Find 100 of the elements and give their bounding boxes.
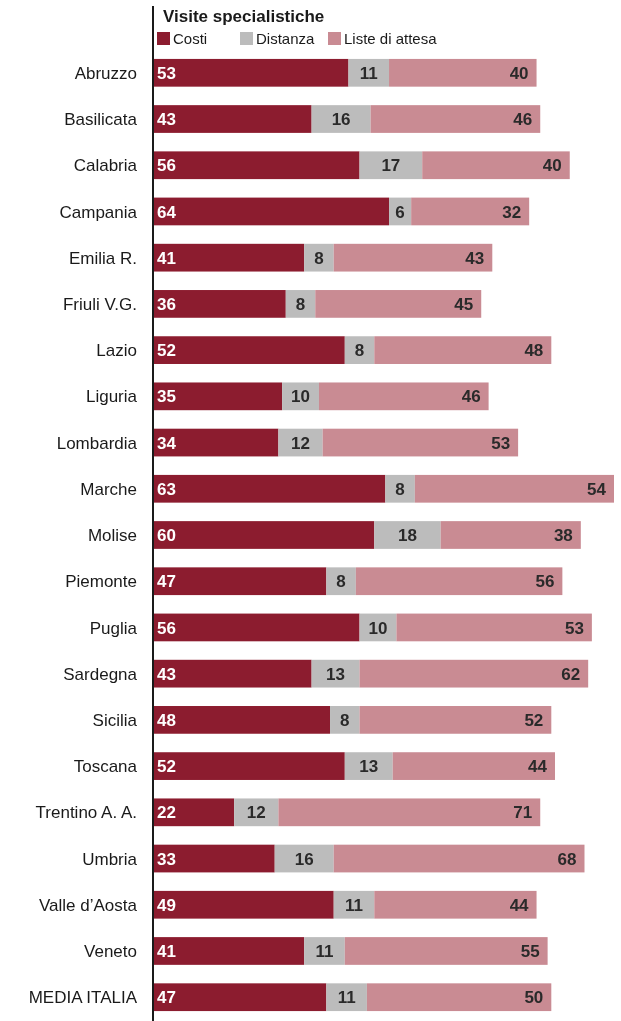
y-tick-label: Toscana xyxy=(73,757,138,777)
data-label: 46 xyxy=(513,110,533,130)
bar xyxy=(153,844,275,873)
data-label: 22 xyxy=(157,803,176,823)
y-tick-label: Sicilia xyxy=(92,711,138,730)
bar xyxy=(153,105,312,133)
data-label: 16 xyxy=(331,110,351,130)
bar xyxy=(153,521,375,549)
data-label: 44 xyxy=(509,895,530,915)
data-label: 62 xyxy=(561,664,581,684)
data-label: 50 xyxy=(524,988,544,1008)
data-label: 54 xyxy=(587,479,607,499)
data-label: 8 xyxy=(395,479,405,499)
data-label: 45 xyxy=(454,295,474,315)
bar xyxy=(344,937,548,965)
bar xyxy=(322,428,519,457)
bar xyxy=(153,567,327,596)
data-label: 11 xyxy=(345,895,363,915)
data-label: 8 xyxy=(295,295,306,315)
chart-title: Visite specialistiche xyxy=(163,7,325,26)
data-label: 12 xyxy=(246,803,266,823)
bar xyxy=(311,659,360,688)
bar xyxy=(348,58,390,87)
data-label: 46 xyxy=(461,387,481,407)
bar xyxy=(153,290,286,318)
bar xyxy=(440,521,581,549)
data-label: 52 xyxy=(524,711,544,730)
bar xyxy=(153,937,305,965)
data-label: 60 xyxy=(157,526,176,546)
data-label: 56 xyxy=(157,156,176,176)
y-tick-label: Molise xyxy=(87,526,137,546)
data-label: 17 xyxy=(381,156,401,176)
legend-label: Costi xyxy=(173,30,208,47)
bar xyxy=(315,290,482,318)
y-tick-label: Emilia R. xyxy=(68,248,137,268)
bar xyxy=(330,706,360,734)
data-label: 34 xyxy=(157,433,177,453)
bar xyxy=(374,521,441,549)
data-label: 16 xyxy=(294,849,314,869)
y-tick-label: Valle d’Aosta xyxy=(39,895,138,915)
bar xyxy=(344,752,393,780)
data-label: 38 xyxy=(553,526,573,546)
y-tick-label: Campania xyxy=(59,202,138,222)
data-label: 48 xyxy=(524,341,544,361)
bar xyxy=(153,983,327,1012)
y-tick-label: Umbria xyxy=(82,849,138,869)
data-label: 11 xyxy=(359,63,378,83)
y-tick-label: Marche xyxy=(80,479,137,499)
data-label: 44 xyxy=(528,757,548,777)
data-label: 52 xyxy=(157,341,176,361)
bar xyxy=(153,151,360,180)
data-label: 43 xyxy=(465,248,485,268)
data-label: 35 xyxy=(157,387,176,407)
data-label: 63 xyxy=(157,479,176,499)
bar xyxy=(153,752,345,780)
data-label: 40 xyxy=(509,63,529,83)
data-label: 11 xyxy=(315,942,334,962)
data-label: 8 xyxy=(336,572,346,592)
data-label: 68 xyxy=(557,849,577,869)
bar xyxy=(153,243,305,272)
bar xyxy=(414,474,614,503)
data-label: 47 xyxy=(157,572,176,592)
y-tick-label: Liguria xyxy=(85,387,138,407)
data-label: 18 xyxy=(398,526,417,546)
bar xyxy=(153,890,334,919)
y-tick-label: MEDIA ITALIA xyxy=(28,988,138,1008)
bar xyxy=(153,197,390,226)
data-label: 53 xyxy=(564,618,584,638)
y-tick-label: Friuli V.G. xyxy=(62,295,137,315)
bar xyxy=(392,752,555,780)
data-label: 53 xyxy=(491,433,511,453)
data-label: 6 xyxy=(395,202,405,222)
bar xyxy=(153,474,386,503)
bar xyxy=(374,336,552,364)
data-label: 56 xyxy=(157,618,176,638)
data-label: 11 xyxy=(337,988,356,1008)
bar xyxy=(422,151,570,180)
bar xyxy=(153,659,312,688)
bar xyxy=(278,798,541,827)
bar xyxy=(374,890,537,919)
bar xyxy=(359,151,423,180)
bar xyxy=(304,937,345,965)
bar xyxy=(333,844,585,873)
y-tick-label: Calabria xyxy=(73,156,138,176)
data-label: 8 xyxy=(314,248,324,268)
y-tick-label: Veneto xyxy=(84,942,137,962)
bar xyxy=(153,798,235,827)
data-label: 49 xyxy=(157,895,176,915)
data-label: 13 xyxy=(359,757,379,777)
data-label: 71 xyxy=(513,803,533,823)
data-label: 13 xyxy=(326,664,346,684)
bar xyxy=(153,613,360,642)
bar xyxy=(318,382,489,411)
data-label: 33 xyxy=(157,849,176,869)
y-tick-label: Puglia xyxy=(89,618,138,638)
bar xyxy=(153,706,331,734)
y-tick-label: Sardegna xyxy=(63,664,138,684)
bar xyxy=(153,382,283,411)
bar xyxy=(359,706,552,734)
y-tick-label: Basilicata xyxy=(64,110,138,130)
